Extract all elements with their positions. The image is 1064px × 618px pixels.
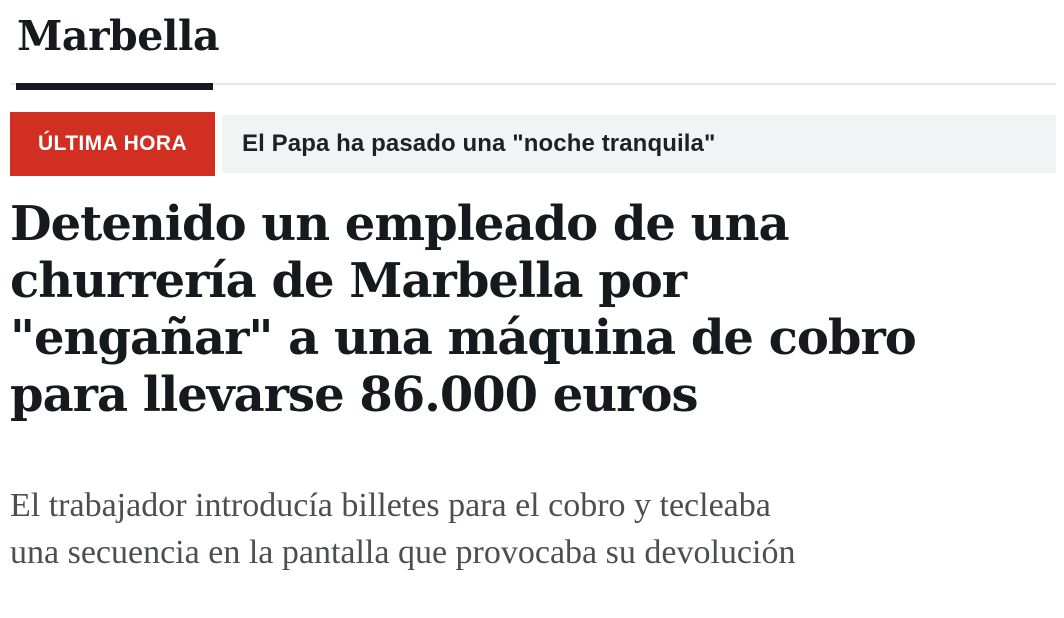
article-subheadline: El trabajador introducía billetes para e… bbox=[10, 486, 796, 571]
article-headline[interactable]: Detenido un empleado de una churrería de… bbox=[10, 195, 917, 423]
section-divider-accent bbox=[16, 82, 213, 90]
breaking-badge[interactable]: ÚLTIMA HORA bbox=[10, 111, 215, 176]
breaking-headline-strip[interactable]: El Papa ha pasado una "noche tranquila" bbox=[222, 114, 1056, 173]
breaking-headline[interactable]: El Papa ha pasado una "noche tranquila" bbox=[242, 129, 716, 157]
section-divider bbox=[10, 82, 1056, 90]
section-title[interactable]: Marbella bbox=[17, 12, 220, 60]
breaking-news-bar[interactable]: ÚLTIMA HORA El Papa ha pasado una "noche… bbox=[10, 111, 1056, 176]
